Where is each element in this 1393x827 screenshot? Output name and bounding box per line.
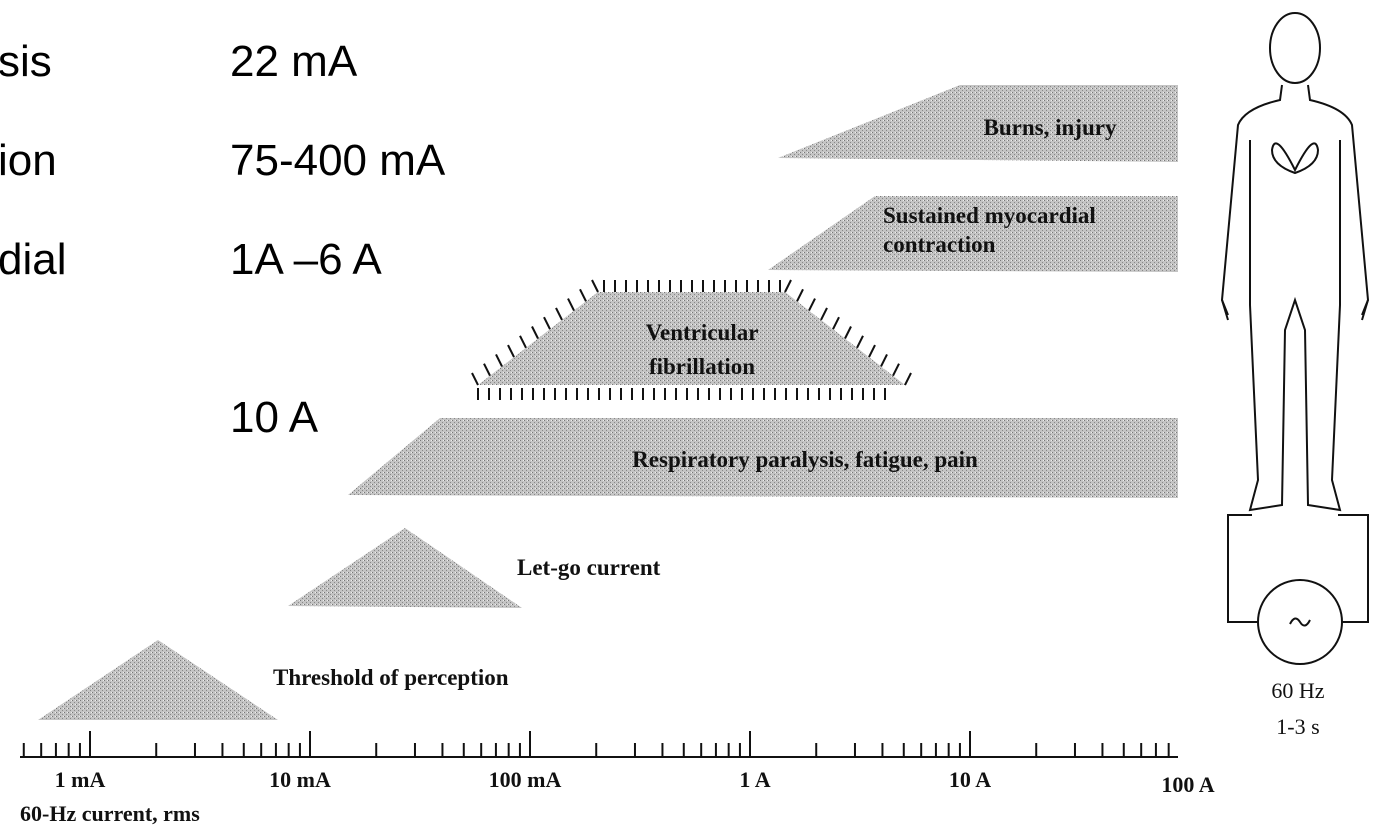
tick [592,280,598,292]
tick [568,299,574,311]
tick [869,345,875,357]
tick [532,327,538,339]
source-duration: 1-3 s [1276,714,1319,739]
source-frequency: 60 Hz [1271,678,1324,703]
value: 1A –6 A [230,235,382,284]
axis-label: 100 A [1161,772,1214,797]
axis-label: 100 mA [489,767,562,792]
region-label: Ventricular [646,320,759,345]
region-label: fibrillation [649,354,755,379]
axis-label: 10 mA [269,767,331,792]
ticks [24,731,1169,757]
region [288,528,522,608]
tick [785,280,791,292]
axis-title: 60-Hz current, rms [20,801,200,826]
region-label: Sustained myocardial [883,203,1096,228]
tick [881,354,887,366]
human-figure [1222,13,1368,664]
tick [893,364,899,376]
value: 22 mA [230,37,358,86]
tick [905,373,911,385]
tick [496,354,502,366]
axis-label: 1 mA [55,767,106,792]
region [778,85,1178,162]
tick [556,308,562,320]
tick [580,289,586,301]
tick [809,299,815,311]
slide: sis 22 mA ion 75-400 mA dial 1A –6 A 10 … [0,0,1393,827]
region-label: Respiratory paralysis, fatigue, pain [632,447,978,472]
tick [520,336,526,348]
term: dial [0,235,67,284]
tick [472,373,478,385]
region-label: Threshold of perception [273,665,509,690]
region-label: Burns, injury [984,115,1117,140]
tick [508,345,514,357]
tick [857,336,863,348]
tick [833,317,839,329]
tick [544,317,550,329]
term: sis [0,37,52,86]
region-label: Let-go current [517,555,661,580]
tick [821,308,827,320]
region [38,640,278,720]
value: 75-400 mA [230,136,446,185]
tick [484,364,490,376]
tick [797,289,803,301]
axis-label: 1 A [739,767,770,792]
axis-label: 10 A [949,767,991,792]
tick [845,327,851,339]
term: ion [0,136,57,185]
page: {"slide": {"rows": [ {"term": "sis", "va… [0,0,1393,827]
value: 10 A [230,393,319,442]
region-label: contraction [883,232,996,257]
